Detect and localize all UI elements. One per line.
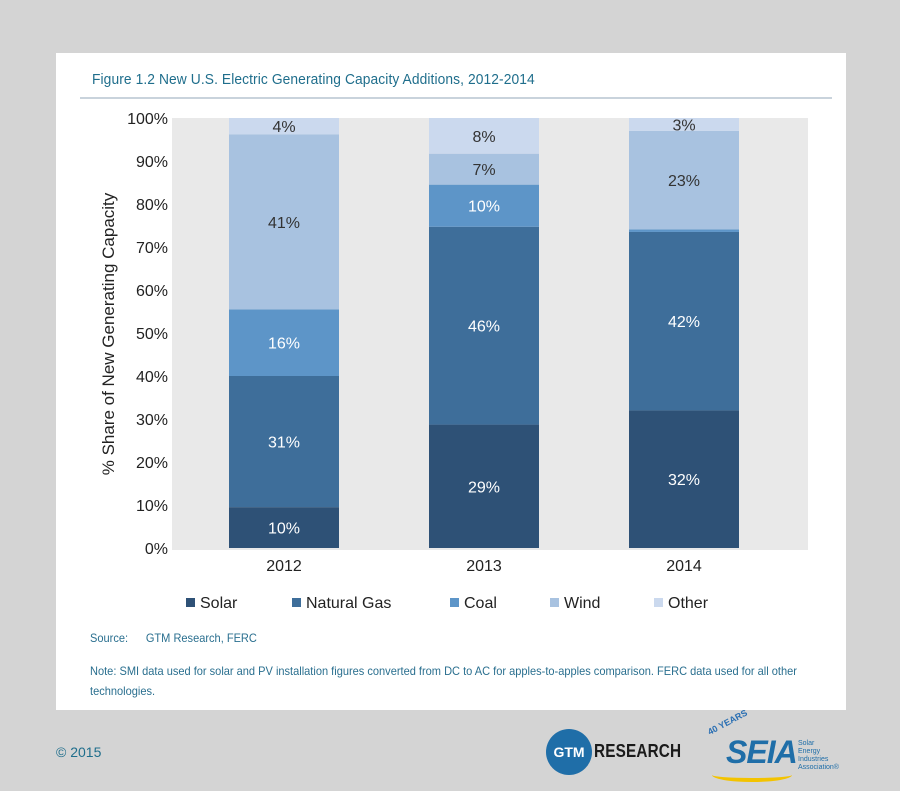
data-label: 32% [668, 472, 700, 489]
footnote: Note: SMI data used for solar and PV ins… [90, 664, 797, 698]
bar-segment-natural-gas [629, 231, 739, 411]
seia-swoosh-icon [712, 768, 792, 782]
x-axis: 2012 2013 2014 [266, 558, 702, 575]
legend-label: Other [668, 595, 709, 612]
data-label: 10% [468, 199, 500, 216]
x-tick-label: 2012 [266, 558, 302, 575]
y-tick-label: 20% [136, 455, 168, 472]
data-label: 8% [472, 129, 495, 146]
bar-segment-solar [629, 410, 739, 548]
x-tick-label: 2014 [666, 558, 702, 575]
y-tick-label: 10% [136, 498, 168, 515]
bar-segment-other [429, 118, 539, 154]
y-tick-label: 80% [136, 197, 168, 214]
data-label: 16% [268, 336, 300, 353]
legend-label: Coal [464, 595, 497, 612]
data-label: 7% [472, 162, 495, 179]
bar-segment-other [229, 118, 339, 135]
seia-logo: 40 YEARS SEIA Solar Energy Industries As… [704, 708, 839, 786]
bar-segment-other [629, 118, 739, 131]
y-tick-label: 70% [136, 240, 168, 257]
title-divider [80, 97, 832, 99]
bars-group: 10% 31% 16% 41% 4% 29% 46% 10% 7% 8% 32% 42% 23% 3% [229, 117, 739, 548]
data-label: 4% [272, 119, 295, 136]
seia-subtitle: Solar Energy Industries Association® [798, 740, 839, 771]
bar-segment-coal [229, 309, 339, 376]
data-label: 23% [668, 173, 700, 190]
data-label: 41% [268, 215, 300, 232]
figure-panel: Figure 1.2 New U.S. Electric Generating … [56, 53, 846, 710]
bar-segment-wind [229, 134, 339, 310]
bar-segment-wind [629, 130, 739, 230]
legend-swatch [186, 598, 195, 607]
stacked-bar-chart: 0% 10% 20% 30% 40% 50% 60% 70% 80% 90% 100% % Shar… [99, 111, 808, 612]
source-line: Source: GTM Research, FERC [90, 631, 257, 645]
data-label: 46% [468, 319, 500, 336]
legend-swatch [450, 598, 459, 607]
source-label: Source: [90, 631, 129, 645]
copyright: © 2015 [56, 744, 102, 760]
bar-segment-natural-gas [229, 376, 339, 508]
data-label: 31% [268, 435, 300, 452]
legend-label: Natural Gas [306, 595, 391, 612]
bar-segment-wind [429, 153, 539, 185]
figure-title: Figure 1.2 New U.S. Electric Generating … [92, 71, 535, 88]
data-label: 29% [468, 479, 500, 496]
data-label: 10% [268, 521, 300, 538]
gtm-logo-mark: GTM [546, 729, 592, 775]
legend-label: Wind [564, 595, 600, 612]
data-label: 3% [672, 117, 695, 134]
bar-segment-coal [429, 184, 539, 227]
y-axis-label: % Share of New Generating Capacity [99, 192, 118, 475]
seia-wordmark: SEIA [726, 734, 798, 770]
legend: Solar Natural Gas Coal Wind Other [186, 595, 709, 612]
y-tick-label: 50% [136, 326, 168, 343]
gtm-logo-text: RESEARCH [594, 741, 682, 761]
y-tick-label: 0% [145, 541, 168, 558]
y-tick-label: 90% [136, 154, 168, 171]
y-axis: 0% 10% 20% 30% 40% 50% 60% 70% 80% 90% 100% [127, 111, 168, 558]
bar-segment-solar [229, 507, 339, 548]
bar-segment-natural-gas [429, 226, 539, 425]
y-tick-label: 40% [136, 369, 168, 386]
y-tick-label: 100% [127, 111, 168, 128]
legend-swatch [292, 598, 301, 607]
bar-segment-coal [629, 229, 739, 232]
legend-swatch [550, 598, 559, 607]
y-tick-label: 60% [136, 283, 168, 300]
data-label: 42% [668, 314, 700, 331]
legend-label: Solar [200, 595, 238, 612]
bar-segment-solar [429, 424, 539, 548]
y-tick-label: 30% [136, 412, 168, 429]
source-value: GTM Research, FERC [145, 631, 257, 645]
seia-anniversary-text: 40 YEARS [706, 707, 749, 737]
legend-swatch [654, 598, 663, 607]
x-tick-label: 2013 [466, 558, 502, 575]
